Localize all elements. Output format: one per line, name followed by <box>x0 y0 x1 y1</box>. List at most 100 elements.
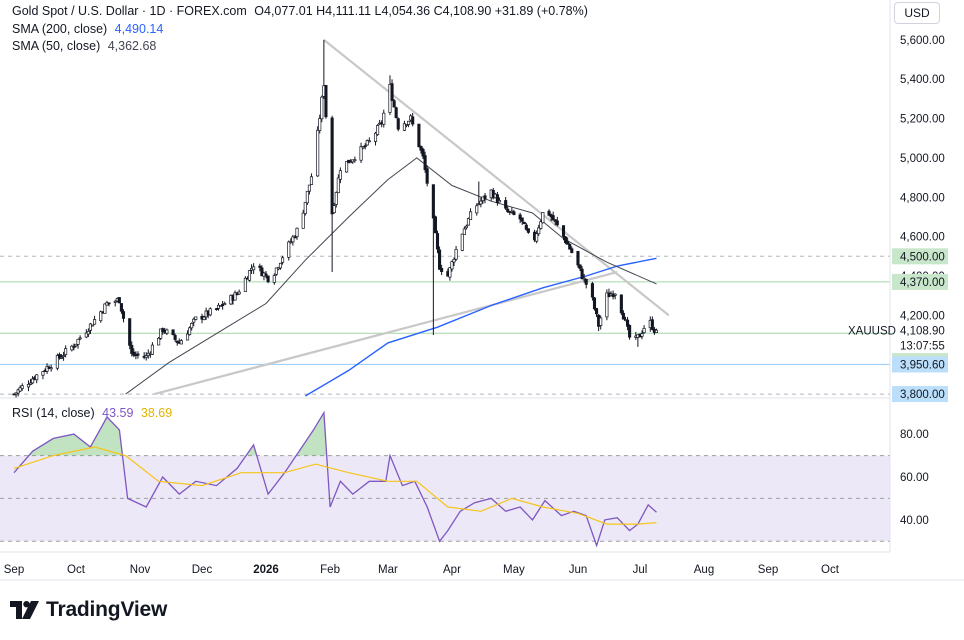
candle-body <box>119 303 123 312</box>
candle-body <box>130 344 134 354</box>
candle-body <box>440 268 444 272</box>
candle-body <box>570 248 574 253</box>
candle-body <box>287 241 291 258</box>
candle-body <box>214 308 219 310</box>
sma-lines <box>125 157 657 397</box>
candle-body <box>237 291 241 295</box>
candle-body <box>363 145 367 148</box>
candle-body <box>404 124 409 126</box>
candle-body <box>520 217 524 222</box>
time-tick-label: Apr <box>443 564 461 576</box>
candle-body <box>382 112 386 125</box>
candle-body <box>14 392 18 395</box>
candle-body <box>576 250 580 266</box>
candle-body <box>518 214 522 220</box>
price-label-box <box>892 386 948 403</box>
candle-body <box>504 200 508 209</box>
candle-body <box>258 265 262 268</box>
price-label-box <box>892 273 948 290</box>
candle-body <box>188 327 192 335</box>
candle-body <box>512 211 516 215</box>
candle-body <box>402 123 406 131</box>
legend-sma50[interactable]: SMA (50, close) 4,362.68 <box>12 38 156 55</box>
candle-body <box>55 355 59 369</box>
candle-body <box>407 120 411 125</box>
candle-body <box>654 329 659 333</box>
candle-body <box>537 227 541 235</box>
price-tick-label: 5,600.00 <box>900 35 945 47</box>
tradingview-wordmark: TradingView <box>46 598 168 621</box>
candle-body <box>479 200 483 205</box>
legend-main[interactable]: Gold Spot / U.S. Dollar · 1D · FOREX.com… <box>12 3 588 20</box>
candle-body <box>433 216 437 234</box>
time-tick-label: Nov <box>130 564 151 576</box>
candle-body <box>330 117 334 215</box>
candle-body <box>619 294 623 314</box>
axes: 5,600.00 5,400.00 5,200.00 5,000.00 4,800.00… <box>0 0 964 581</box>
candle-body <box>547 210 551 216</box>
candle-body <box>260 267 264 277</box>
candle-body <box>113 300 117 303</box>
candle-body <box>202 316 206 320</box>
candle-body <box>31 378 35 384</box>
candle-body <box>568 243 572 250</box>
candle-body <box>233 292 237 301</box>
price-label-text: 13:07:55 <box>900 340 945 352</box>
candle-body <box>159 328 163 339</box>
candle-body <box>175 340 179 343</box>
candle-body <box>345 161 349 173</box>
candle-body <box>194 316 198 320</box>
tradingview-logo[interactable]: TradingView <box>10 597 167 623</box>
candle-body <box>208 308 212 316</box>
candle-body <box>582 277 586 280</box>
candle-body <box>373 132 378 142</box>
candle-body <box>157 338 161 346</box>
candle-body <box>367 140 371 143</box>
candle-body <box>128 318 132 346</box>
candle-body <box>185 333 190 341</box>
candle-body <box>392 100 396 108</box>
candle-body <box>522 221 526 225</box>
candle-body <box>349 161 353 164</box>
rsi-lines <box>13 410 657 548</box>
symbol-title[interactable]: Gold Spot / U.S. Dollar · 1D · FOREX.com <box>12 4 247 18</box>
candle-body <box>99 311 103 322</box>
legend-sma200[interactable]: SMA (200, close) 4,490.14 <box>12 21 163 38</box>
candle-body <box>564 236 568 244</box>
candle-body <box>20 385 24 389</box>
candle-body <box>243 277 247 292</box>
candle-body <box>334 192 338 205</box>
candle-body <box>41 371 45 376</box>
candle-body <box>640 333 644 337</box>
candle-body <box>93 319 97 325</box>
candle-body <box>590 283 594 298</box>
candle-body <box>466 218 471 226</box>
price-tick-label: 4,600.00 <box>900 232 945 244</box>
candle-body <box>84 332 88 338</box>
candle-body <box>468 211 473 221</box>
candle-body <box>252 266 256 271</box>
candle-body <box>301 212 305 229</box>
price-tick-label: 5,400.00 <box>900 74 945 86</box>
candle-body <box>293 236 297 239</box>
candle-body <box>49 367 53 370</box>
price-tick-label: 5,200.00 <box>900 114 945 126</box>
legend-rsi[interactable]: RSI (14, close) 43.59 38.69 <box>12 405 172 422</box>
candles <box>12 39 659 398</box>
candle-body <box>161 328 165 332</box>
candle-body <box>281 257 285 263</box>
ohlc-values: O4,077.01 H4,111.11 L4,054.36 C4,108.90 … <box>254 4 588 18</box>
candle-body <box>150 344 154 355</box>
candle-body <box>103 303 107 314</box>
trendline <box>323 38 670 317</box>
currency-button[interactable]: USD <box>894 2 940 24</box>
candle-body <box>336 177 340 194</box>
sma200-label: SMA (200, close) <box>12 22 108 36</box>
price-label-text: 3,950.60 <box>900 359 945 371</box>
candle-body <box>506 208 510 212</box>
rsi-tick-label: 40.00 <box>900 515 929 527</box>
candle-body <box>421 148 425 157</box>
candle-body <box>541 212 545 223</box>
candle-body <box>650 319 654 330</box>
